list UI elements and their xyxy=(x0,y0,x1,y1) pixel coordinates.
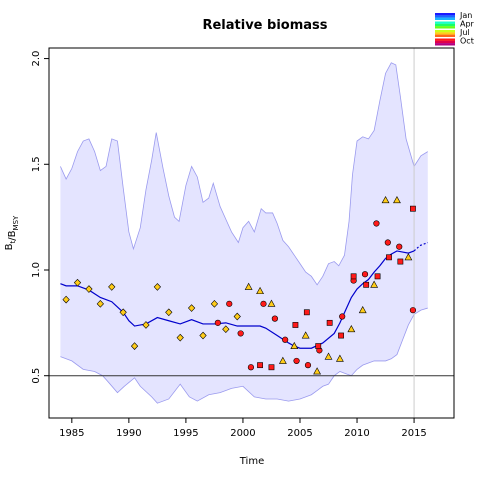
legend-swatch xyxy=(435,30,455,33)
legend-swatch xyxy=(435,38,455,41)
data-point-triangle xyxy=(267,299,276,307)
data-point-square xyxy=(303,309,310,316)
x-tick-label: 2010 xyxy=(344,428,369,439)
data-point-diamond xyxy=(165,308,173,317)
y-axis: 0.5 1.0 1.5 2.0 xyxy=(31,51,49,384)
data-point-triangle xyxy=(278,356,287,364)
data-point-circle xyxy=(409,307,417,314)
legend-swatch xyxy=(435,34,455,37)
x-tick-label: 2015 xyxy=(401,428,426,439)
data-point-diamond xyxy=(62,295,70,304)
y-tick-label: 0.5 xyxy=(31,368,42,384)
projection-line xyxy=(413,241,428,252)
x-tick-label: 1995 xyxy=(173,428,198,439)
data-point-diamond xyxy=(142,321,150,329)
y-tick-label: 2.0 xyxy=(31,51,42,67)
data-point-square xyxy=(338,332,344,339)
legend-label: Jul xyxy=(459,28,470,37)
y-tick-label: 1.5 xyxy=(31,156,42,172)
legend-swatch xyxy=(435,13,455,16)
data-point-square xyxy=(374,273,381,280)
legend-label: Apr xyxy=(460,20,475,29)
confidence-lower-line xyxy=(60,307,428,404)
data-point-circle xyxy=(373,220,380,227)
data-point-diamond xyxy=(153,283,161,291)
plot-area xyxy=(49,48,454,418)
x-tick-label: 2000 xyxy=(230,428,255,439)
data-point-triangle xyxy=(336,354,344,362)
data-point-triangle xyxy=(324,352,333,360)
data-point-circle xyxy=(304,362,312,369)
data-point-circle xyxy=(271,315,278,322)
y-axis-label: Bt/BMSY xyxy=(4,215,20,250)
data-point-diamond xyxy=(210,299,219,308)
data-point-diamond xyxy=(176,333,184,342)
legend-swatch xyxy=(435,26,455,29)
data-point-diamond xyxy=(130,342,139,350)
data-point-circle xyxy=(384,239,391,246)
data-point-circle xyxy=(361,271,369,278)
confidence-upper-line xyxy=(60,62,428,286)
data-point-diamond xyxy=(187,304,196,312)
legend-swatch xyxy=(435,43,455,46)
data-point-square xyxy=(397,258,404,265)
data-point-square xyxy=(350,273,357,280)
data-point-triangle xyxy=(358,305,367,314)
legend-swatch xyxy=(435,23,455,27)
data-point-triangle xyxy=(256,286,264,295)
x-tick-label: 1985 xyxy=(59,428,84,439)
data-point-square xyxy=(326,319,333,326)
data-point-triangle xyxy=(404,253,413,261)
chart-title: Relative biomass xyxy=(202,18,327,33)
y-tick-label: 1.0 xyxy=(31,262,42,278)
legend-swatch xyxy=(435,32,455,35)
x-axis-label: Time xyxy=(239,456,264,467)
x-axis: 1985 1990 1995 2000 2005 2010 2015 xyxy=(59,417,427,439)
data-point-diamond xyxy=(96,299,104,308)
data-point-circle xyxy=(260,300,267,307)
data-point-circle xyxy=(339,313,346,320)
legend-swatch xyxy=(435,21,455,24)
data-point-triangle xyxy=(381,196,390,204)
data-point-diamond xyxy=(233,312,241,321)
data-point-square xyxy=(257,362,263,369)
confidence-band xyxy=(60,62,428,404)
fitted-biomass-line xyxy=(60,250,415,349)
data-point-square xyxy=(386,254,392,261)
data-point-diamond xyxy=(108,283,116,291)
data-point-diamond xyxy=(73,278,82,287)
data-point-circle xyxy=(282,336,289,343)
data-point-diamond xyxy=(119,308,127,317)
data-point-square xyxy=(410,205,416,212)
legend-swatch xyxy=(435,17,455,20)
data-point-circle xyxy=(226,300,233,307)
data-point-diamond xyxy=(199,331,207,340)
data-point-circle xyxy=(396,243,403,250)
data-point-square xyxy=(268,364,275,371)
data-point-circle xyxy=(293,357,300,365)
data-point-triangle xyxy=(301,331,310,339)
legend-swatch xyxy=(435,40,455,44)
x-tick-label: 1990 xyxy=(116,428,141,439)
data-point-diamond xyxy=(222,325,230,334)
data-point-square xyxy=(363,281,370,288)
data-point-square xyxy=(292,322,299,328)
data-point-triangle xyxy=(313,367,322,375)
data-point-triangle xyxy=(393,196,401,204)
legend-label: Jan xyxy=(459,11,472,20)
data-point-diamond xyxy=(85,285,93,293)
data-point-circle xyxy=(237,330,244,337)
data-point-triangle xyxy=(347,324,356,333)
legend-label: Oct xyxy=(460,37,474,46)
data-point-triangle xyxy=(370,280,379,288)
data-point-triangle xyxy=(244,282,253,290)
data-point-circle xyxy=(214,319,221,326)
data-point-circle xyxy=(247,364,255,371)
data-point-triangle xyxy=(290,341,299,350)
legend-swatch xyxy=(435,15,455,18)
data-point-square xyxy=(315,343,322,350)
x-tick-label: 2005 xyxy=(287,428,312,439)
